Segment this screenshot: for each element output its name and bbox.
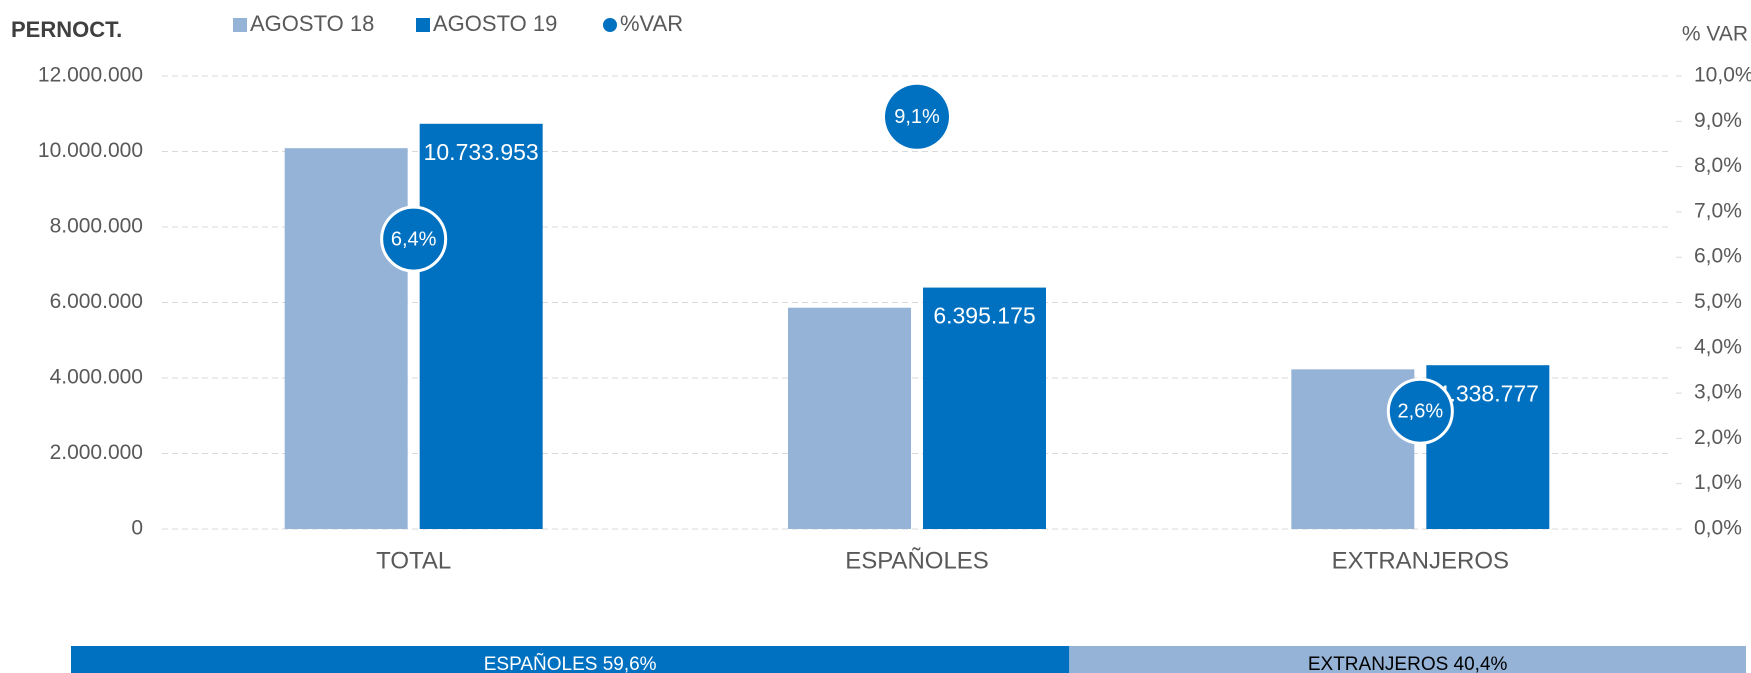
legend-label: %VAR bbox=[620, 11, 683, 36]
bar bbox=[788, 307, 911, 529]
legend-label: AGOSTO 18 bbox=[250, 11, 374, 36]
var-marker bbox=[1386, 377, 1454, 445]
x-tick-label: EXTRANJEROS bbox=[1332, 547, 1509, 574]
y2-tick-label: 3,0% bbox=[1694, 381, 1742, 404]
y-tick-label: 6.000.000 bbox=[50, 290, 143, 313]
y2-tick-label: 2,0% bbox=[1694, 426, 1742, 449]
legend-swatch bbox=[233, 18, 247, 32]
share-label: EXTRANJEROS 40,4% bbox=[1308, 654, 1508, 673]
legend-label: AGOSTO 19 bbox=[433, 11, 557, 36]
y2-tick-label: 0,0% bbox=[1694, 517, 1742, 540]
y-tick-label: 10.000.000 bbox=[38, 139, 143, 162]
bar bbox=[419, 123, 543, 529]
share-segment bbox=[1069, 646, 1746, 673]
bar bbox=[284, 148, 408, 529]
y2-tick-label: 1,0% bbox=[1694, 471, 1742, 494]
data-label: 6.395.175 bbox=[933, 303, 1035, 329]
y-tick-label: 4.000.000 bbox=[50, 366, 143, 389]
var-marker bbox=[885, 84, 949, 149]
data-label: 10.733.953 bbox=[424, 139, 539, 165]
var-label: 6,4% bbox=[391, 228, 437, 250]
x-tick-label: ESPAÑOLES bbox=[845, 547, 989, 574]
y2-tick-label: 8,0% bbox=[1694, 154, 1742, 177]
var-marker bbox=[380, 205, 448, 273]
y-tick-label: 12.000.000 bbox=[38, 64, 143, 87]
data-label: 4.338.777 bbox=[1437, 380, 1539, 406]
share-segment bbox=[71, 646, 1070, 673]
legend-swatch bbox=[416, 18, 430, 32]
var-label: 2,6% bbox=[1398, 401, 1444, 423]
bar bbox=[923, 287, 1046, 529]
chart-title: PERNOCT. bbox=[11, 17, 122, 42]
x-tick-label: TOTAL bbox=[376, 547, 451, 574]
y2-tick-label: 6,0% bbox=[1694, 245, 1742, 268]
y2-tick-label: 10,0% bbox=[1694, 64, 1751, 87]
var-label: 9,1% bbox=[894, 106, 940, 128]
legend-swatch bbox=[603, 18, 617, 32]
y2-tick-label: 9,0% bbox=[1694, 109, 1742, 132]
y-tick-label: 2.000.000 bbox=[50, 441, 143, 464]
y-tick-label: 8.000.000 bbox=[50, 215, 143, 238]
y-tick-label: 0 bbox=[131, 517, 143, 540]
y2-tick-label: 7,0% bbox=[1694, 199, 1742, 222]
y2-axis-title: % VAR bbox=[1682, 23, 1748, 46]
y2-tick-label: 5,0% bbox=[1694, 290, 1742, 313]
y2-tick-label: 4,0% bbox=[1694, 335, 1742, 358]
share-label: ESPAÑOLES 59,6% bbox=[484, 653, 657, 673]
